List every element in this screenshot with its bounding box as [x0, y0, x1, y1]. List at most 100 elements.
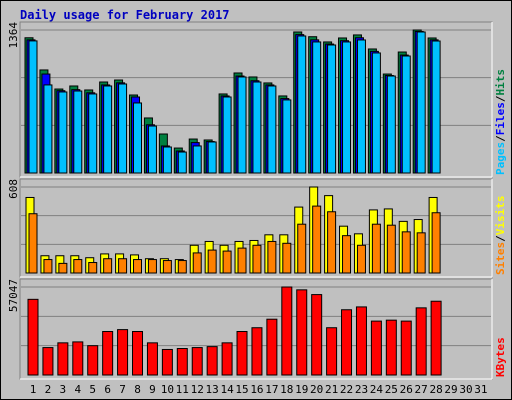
legend: Pages/Files/Hits	[494, 69, 507, 175]
legend: Sites/Visits	[494, 196, 507, 276]
bar	[221, 342, 233, 376]
x-tick-label: 16	[250, 383, 263, 396]
bar	[342, 235, 352, 274]
bar	[237, 247, 247, 274]
bar	[282, 242, 292, 274]
y-tick-label: 57047	[7, 279, 20, 312]
bar	[401, 231, 411, 274]
bar	[356, 39, 366, 174]
bar	[73, 259, 83, 274]
bar	[327, 211, 337, 274]
bar	[176, 348, 188, 376]
legend-separator: /	[494, 135, 507, 142]
bar	[415, 307, 427, 376]
bar	[42, 347, 54, 376]
bar	[400, 320, 412, 376]
legend-separator: /	[494, 235, 507, 242]
bar	[371, 223, 381, 274]
bar	[370, 320, 382, 376]
bar	[161, 348, 173, 376]
x-tick-label: 24	[370, 383, 384, 396]
bar	[312, 205, 322, 274]
bar	[88, 262, 98, 274]
bar	[252, 244, 262, 274]
x-tick-label: 31	[474, 383, 487, 396]
legend: KBytes	[494, 337, 507, 377]
y-tick-label: 1364	[7, 22, 20, 49]
bar	[431, 212, 441, 274]
x-tick-label: 11	[176, 383, 189, 396]
bar	[103, 85, 113, 174]
bar	[371, 52, 381, 174]
bar	[117, 329, 129, 376]
x-tick-label: 9	[149, 383, 156, 396]
bar	[266, 318, 278, 376]
x-tick-label: 21	[325, 383, 338, 396]
x-tick-label: 3	[60, 383, 67, 396]
bar	[222, 250, 232, 274]
bar	[58, 91, 68, 174]
bar	[118, 258, 128, 274]
chart-title: Daily usage for February 2017	[20, 8, 230, 22]
legend-entry: Files	[494, 102, 507, 135]
bar	[88, 93, 98, 174]
bar	[252, 81, 262, 174]
bar	[73, 90, 83, 174]
bar	[341, 309, 353, 376]
bar	[192, 252, 202, 274]
bar	[386, 224, 396, 274]
bar	[177, 151, 187, 174]
legend-entry: Visits	[494, 196, 507, 236]
bar	[43, 259, 53, 274]
bar	[311, 294, 323, 376]
x-tick-label: 15	[235, 383, 248, 396]
bar	[222, 96, 232, 174]
bar	[177, 260, 187, 274]
bar	[207, 141, 217, 174]
x-tick-label: 7	[119, 383, 126, 396]
x-tick-label: 20	[310, 383, 323, 396]
bar	[103, 258, 113, 274]
bar	[147, 259, 157, 274]
bar	[207, 249, 217, 274]
bar	[282, 99, 292, 174]
bar	[192, 145, 202, 174]
x-tick-label: 25	[385, 383, 398, 396]
bar	[355, 306, 367, 376]
bar	[342, 41, 352, 174]
bar	[416, 232, 426, 274]
x-tick-label: 4	[74, 383, 81, 396]
bar	[312, 41, 322, 174]
x-tick-label: 1	[30, 383, 37, 396]
bar	[87, 345, 99, 376]
bar	[431, 40, 441, 174]
x-tick-label: 8	[134, 383, 141, 396]
bar	[58, 262, 68, 274]
bar	[401, 55, 411, 174]
x-tick-label: 10	[161, 383, 174, 396]
bar	[430, 300, 442, 376]
bar	[297, 35, 307, 174]
bar	[133, 259, 143, 274]
bar	[102, 330, 114, 376]
bar	[191, 347, 203, 376]
legend-entry: Sites	[494, 242, 507, 275]
bar	[43, 84, 53, 174]
bar	[28, 40, 38, 174]
x-tick-label: 17	[265, 383, 278, 396]
y-tick-label: 608	[7, 179, 20, 199]
x-tick-label: 30	[459, 383, 472, 396]
legend-separator: /	[494, 95, 507, 102]
bar	[133, 102, 143, 174]
bar	[132, 330, 144, 376]
bar	[281, 286, 293, 376]
bar	[57, 342, 69, 376]
x-tick-label: 29	[444, 383, 457, 396]
bar	[162, 260, 172, 274]
bar	[147, 125, 157, 174]
bar	[326, 327, 338, 376]
bar	[327, 44, 337, 174]
bar	[236, 330, 248, 376]
legend-entry: Hits	[494, 69, 507, 96]
